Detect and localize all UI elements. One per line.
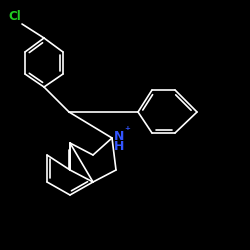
Text: ⁺: ⁺ xyxy=(124,126,130,136)
Text: Cl: Cl xyxy=(8,10,21,23)
Text: N: N xyxy=(114,130,124,143)
Text: H: H xyxy=(114,140,124,152)
